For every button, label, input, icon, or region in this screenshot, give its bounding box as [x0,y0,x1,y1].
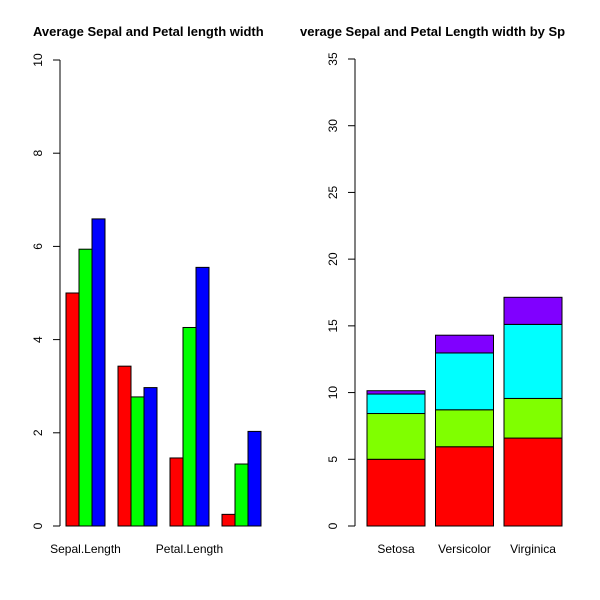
bar-segment [435,446,494,527]
bar [91,218,106,527]
x-tick-label: Virginica [510,542,556,556]
y-tick-label: 0 [31,522,45,529]
y-tick-label: 8 [31,150,45,157]
y-tick-label: 30 [326,119,340,133]
bar-segment [366,393,426,415]
bar [195,266,210,527]
bar-segment [503,397,563,439]
bar [221,513,236,527]
y-tick-label: 5 [326,456,340,463]
y-tick-label: 20 [326,252,340,266]
y-tick-label: 6 [31,243,45,250]
bar [234,463,249,527]
bar [143,387,158,527]
bar-segment [435,352,494,411]
bar-segment [366,390,426,395]
y-tick-label: 10 [31,53,45,67]
bar [78,248,93,527]
bar [182,326,197,527]
bar-segment [503,437,563,527]
bar [65,292,80,527]
y-tick-label: 35 [326,52,340,66]
x-tick-label: Versicolor [438,542,491,556]
y-tick-label: 4 [31,336,45,343]
y-tick-label: 0 [326,522,340,529]
bar-segment [503,323,563,399]
x-tick-label: Petal.Length [156,542,223,556]
bar [247,430,262,527]
bar [169,457,184,527]
bar-segment [366,413,426,460]
bar [130,396,145,527]
y-tick-label: 10 [326,386,340,400]
chart-title: verage Sepal and Petal Length width by S… [300,24,565,39]
y-tick-label: 25 [326,185,340,199]
bar-segment [435,409,494,448]
chart-title: Average Sepal and Petal length width [33,24,264,39]
y-tick-label: 15 [326,319,340,333]
x-tick-label: Sepal.Length [50,542,121,556]
x-tick-label: Setosa [377,542,415,556]
bar-segment [435,334,494,354]
bar-segment [503,296,563,325]
y-tick-label: 2 [31,429,45,436]
bar [117,365,132,527]
bar-segment [366,458,426,527]
